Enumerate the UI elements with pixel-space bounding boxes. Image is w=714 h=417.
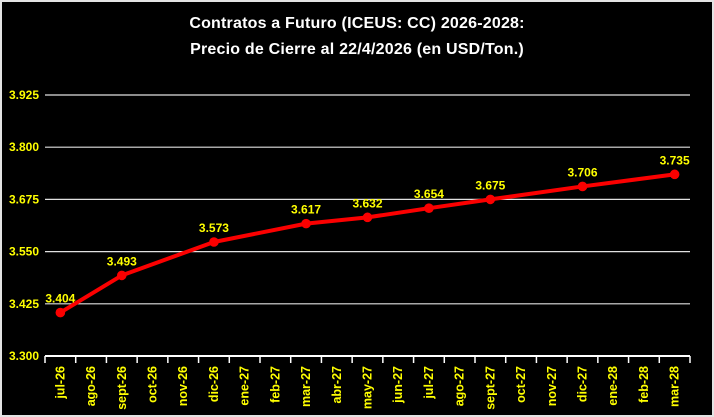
x-axis-tick-label: may-27 <box>361 366 375 409</box>
data-point-marker <box>669 169 680 180</box>
data-point-marker <box>485 194 496 205</box>
data-point-label: 3.493 <box>107 254 137 268</box>
x-axis-tick-label: nov-27 <box>545 366 559 406</box>
x-axis-tick-label: oct-26 <box>146 366 160 403</box>
x-axis-tick-label: sept-26 <box>115 366 129 410</box>
data-point-label: 3.632 <box>352 196 382 210</box>
data-point-marker <box>55 307 66 318</box>
x-axis-tick-label: nov-26 <box>176 366 190 406</box>
data-point-label: 3.706 <box>567 165 597 179</box>
x-axis-tick-label: ago-27 <box>453 366 467 406</box>
x-axis-tick-label: ene-27 <box>238 366 252 406</box>
data-point-label: 3.573 <box>199 221 229 235</box>
x-axis-tick-label: dic-26 <box>207 366 221 402</box>
x-axis-tick-label: jul-27 <box>422 366 436 400</box>
data-point-label: 3.404 <box>45 292 75 306</box>
data-point-marker <box>577 181 588 192</box>
data-point-marker <box>424 203 434 213</box>
data-point-marker <box>362 212 373 223</box>
y-axis-tick-label: 3.925 <box>9 88 39 102</box>
data-point-marker <box>209 237 219 247</box>
x-axis-tick-label: feb-28 <box>637 366 651 403</box>
data-point-label: 3.617 <box>291 203 321 217</box>
data-point-marker <box>116 270 127 281</box>
x-axis-tick-label: abr-27 <box>330 366 344 404</box>
data-point-label: 3.735 <box>660 153 690 167</box>
x-axis-tick-label: mar-28 <box>668 366 682 407</box>
y-axis-tick-label: 3.675 <box>9 192 39 206</box>
x-axis-tick-label: oct-27 <box>514 366 528 403</box>
x-axis-tick-label: jul-26 <box>53 366 67 400</box>
x-axis-tick-label: ene-28 <box>606 366 620 406</box>
x-axis-tick-label: sept-27 <box>483 366 497 410</box>
chart-title: Contratos a Futuro (ICEUS: CC) 2026-2028… <box>2 11 712 63</box>
chart-title-line1: Contratos a Futuro (ICEUS: CC) 2026-2028… <box>189 15 525 32</box>
price-line <box>59 172 675 315</box>
y-axis-tick-label: 3.550 <box>9 245 39 259</box>
data-point-label: 3.675 <box>475 178 505 192</box>
x-axis-tick-label: jun-27 <box>391 366 405 404</box>
data-point-marker <box>301 218 311 229</box>
x-axis-tick-label: feb-27 <box>268 366 282 403</box>
data-point-label: 3.654 <box>414 187 444 201</box>
y-axis-tick-label: 3.300 <box>9 349 39 363</box>
y-axis-tick-label: 3.425 <box>9 297 39 311</box>
y-axis-tick-label: 3.800 <box>9 140 39 154</box>
x-axis-tick-label: dic-27 <box>576 366 590 402</box>
x-axis-tick-label: ago-26 <box>84 366 98 406</box>
x-axis-tick-label: mar-27 <box>299 366 313 407</box>
chart-title-line2: Precio de Cierre al 22/4/2026 (en USD/To… <box>190 41 524 58</box>
